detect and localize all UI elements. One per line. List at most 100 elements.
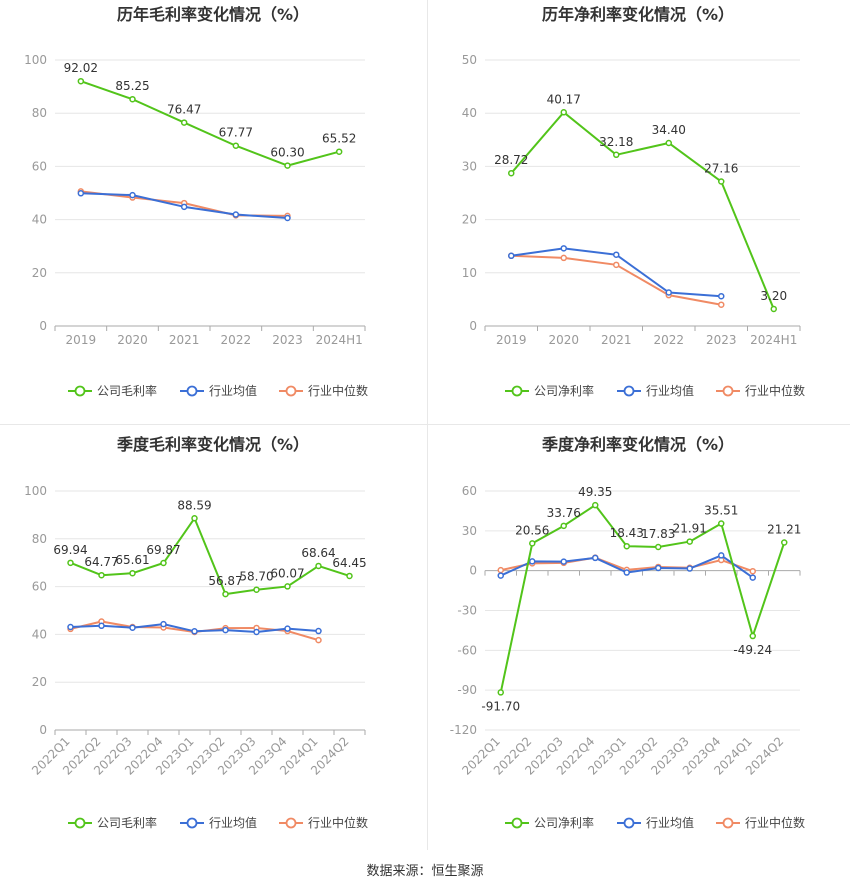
data-point-company bbox=[284, 162, 291, 169]
data-point-median bbox=[718, 301, 725, 308]
data-point-company bbox=[160, 559, 167, 567]
legend-label: 公司毛利率 bbox=[97, 383, 157, 398]
data-point-avg bbox=[613, 251, 620, 258]
y-tick-label: 40 bbox=[462, 106, 477, 120]
data-label: -49.24 bbox=[733, 643, 772, 657]
data-point-company bbox=[613, 151, 620, 159]
data-point-median bbox=[497, 566, 504, 574]
x-tick-label: 2019 bbox=[496, 333, 527, 347]
data-point-avg bbox=[232, 211, 240, 218]
y-tick-label: -60 bbox=[457, 643, 477, 657]
legend-marker bbox=[511, 817, 523, 829]
legend-marker bbox=[511, 385, 523, 397]
series-line-company bbox=[80, 80, 340, 167]
data-point-median bbox=[749, 567, 756, 575]
data-label: 34.40 bbox=[652, 123, 686, 137]
x-tick-label: 2020 bbox=[117, 333, 148, 347]
data-point-avg bbox=[129, 624, 136, 631]
y-tick-label: -90 bbox=[457, 683, 477, 697]
legend-label: 行业均值 bbox=[209, 383, 257, 398]
data-point-company bbox=[335, 148, 343, 155]
data-point-company bbox=[655, 543, 662, 551]
data-label: 17.83 bbox=[641, 527, 675, 541]
y-tick-label: 20 bbox=[32, 266, 47, 280]
legend-label: 公司净利率 bbox=[534, 815, 594, 830]
data-point-company bbox=[253, 586, 260, 593]
legend-marker bbox=[186, 385, 198, 397]
x-tick-label: 2021 bbox=[601, 333, 632, 347]
data-label: 35.51 bbox=[704, 504, 738, 518]
legend-marker bbox=[623, 385, 635, 397]
data-label: 68.64 bbox=[301, 546, 335, 560]
data-point-company bbox=[67, 559, 74, 567]
data-point-avg bbox=[592, 554, 599, 562]
data-point-company bbox=[749, 632, 756, 640]
y-tick-label: -30 bbox=[457, 604, 477, 618]
data-point-company bbox=[98, 571, 105, 579]
legend-label: 行业中位数 bbox=[745, 383, 805, 398]
data-label: 85.25 bbox=[115, 79, 149, 93]
data-label: 60.07 bbox=[270, 566, 304, 580]
series-line-company bbox=[499, 504, 786, 693]
y-tick-label: 20 bbox=[32, 675, 47, 689]
y-tick-label: 0 bbox=[39, 723, 47, 737]
data-point-avg bbox=[497, 572, 504, 579]
data-point-avg bbox=[560, 558, 567, 565]
data-point-avg bbox=[284, 214, 291, 222]
legend-item-company: 公司净利率 bbox=[505, 383, 594, 398]
data-point-avg bbox=[253, 628, 260, 636]
legend-label: 行业中位数 bbox=[308, 815, 368, 830]
x-tick-label: 2019 bbox=[66, 333, 97, 347]
x-tick-label: 2023 bbox=[272, 333, 303, 347]
data-point-company bbox=[529, 540, 536, 547]
source-note: 数据来源：恒生聚源 bbox=[366, 864, 484, 879]
legend-item-avg: 行业均值 bbox=[180, 815, 257, 830]
data-point-avg bbox=[129, 191, 136, 199]
data-point-avg bbox=[718, 552, 725, 559]
chart-title: 季度毛利率变化情况（%） bbox=[116, 435, 309, 454]
legend-item-avg: 行业均值 bbox=[617, 383, 694, 398]
data-point-avg bbox=[655, 564, 662, 572]
data-label: 32.18 bbox=[599, 135, 633, 149]
data-point-company bbox=[497, 689, 504, 696]
data-label: 33.76 bbox=[547, 506, 581, 520]
y-tick-label: 100 bbox=[24, 53, 47, 67]
data-label: 69.94 bbox=[53, 543, 87, 557]
chart-3: 季度毛利率变化情况（%）0204060801002022Q12022Q22022… bbox=[24, 435, 368, 830]
data-label: 20.56 bbox=[515, 523, 549, 537]
y-tick-label: 60 bbox=[32, 580, 47, 594]
legend-label: 行业均值 bbox=[209, 815, 257, 830]
data-point-avg bbox=[98, 622, 105, 630]
legend-marker bbox=[74, 817, 86, 829]
legend-item-company: 公司毛利率 bbox=[68, 383, 157, 398]
data-point-company bbox=[718, 178, 725, 185]
data-label: 18.43 bbox=[610, 526, 644, 540]
data-point-company bbox=[191, 515, 198, 522]
legend-marker bbox=[722, 817, 734, 829]
data-point-avg bbox=[508, 252, 515, 260]
data-point-company bbox=[346, 572, 353, 580]
y-tick-label: 40 bbox=[32, 213, 47, 227]
y-tick-label: 0 bbox=[469, 564, 477, 578]
legend-marker bbox=[722, 385, 734, 397]
x-tick-label: 2022 bbox=[653, 333, 684, 347]
data-point-avg bbox=[191, 628, 198, 635]
chart-title: 季度净利率变化情况（%） bbox=[541, 435, 734, 454]
data-label: 49.35 bbox=[578, 485, 612, 499]
data-label: 27.16 bbox=[704, 162, 738, 176]
y-tick-label: 80 bbox=[32, 532, 47, 546]
legend-label: 公司毛利率 bbox=[97, 815, 157, 830]
legend-item-company: 公司毛利率 bbox=[68, 815, 157, 830]
data-label: 21.21 bbox=[767, 523, 801, 537]
y-tick-label: 50 bbox=[462, 53, 477, 67]
data-point-company bbox=[592, 501, 599, 509]
data-point-avg bbox=[686, 565, 693, 572]
data-point-company bbox=[232, 142, 240, 149]
legend-label: 行业均值 bbox=[646, 815, 694, 830]
data-point-company bbox=[180, 119, 188, 126]
data-point-company bbox=[770, 305, 777, 313]
data-point-company bbox=[129, 95, 136, 103]
y-tick-label: 0 bbox=[39, 319, 47, 333]
data-point-avg bbox=[222, 626, 229, 634]
legend-label: 行业中位数 bbox=[745, 815, 805, 830]
